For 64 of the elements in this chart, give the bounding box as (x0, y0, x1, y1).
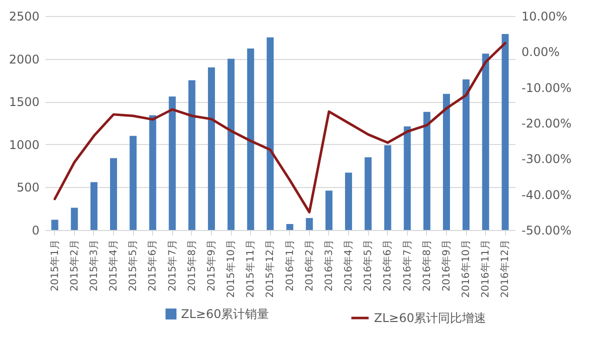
x-tick-label: 2016年1月 (284, 240, 296, 292)
x-tick-label: 2015年7月 (166, 240, 178, 292)
x-tick-label: 2016年2月 (303, 240, 316, 292)
line-series (54, 42, 506, 214)
bar (364, 157, 372, 230)
x-tick-label: 2016年5月 (362, 240, 374, 292)
bar (70, 208, 78, 230)
y2-tick-label: -30.00% (522, 152, 572, 166)
bar (168, 96, 176, 230)
y2-tick-label: -10.00% (522, 80, 572, 95)
bar (149, 115, 156, 230)
bar (208, 67, 215, 230)
x-tick-label: 2015年2月 (68, 240, 80, 292)
y-tick-label: 500 (16, 180, 40, 195)
legend-label: ZL≥60累计同比增速 (374, 311, 486, 325)
bar (51, 220, 58, 230)
y-tick-label: 1500 (8, 95, 40, 110)
x-tick-label: 2015年4月 (108, 240, 120, 292)
y2-tick-label: -40.00% (522, 188, 572, 202)
x-tick-label: 2016年12月 (499, 240, 512, 298)
bar (110, 158, 118, 230)
x-tick-label: 2016年8月 (420, 240, 433, 292)
bar (462, 79, 470, 230)
x-tick-label: 2016年3月 (322, 240, 335, 292)
x-tick-label: 2016年7月 (401, 240, 414, 292)
bar (130, 136, 137, 230)
x-tick-label: 2016年4月 (342, 240, 355, 292)
x-tick-label: 2015年1月 (48, 240, 61, 292)
x-tick-label: 2015年8月 (186, 240, 198, 292)
y2-tick-label: 0.00% (522, 45, 560, 60)
legend-label: ZL≥60累计销量 (181, 307, 270, 321)
x-tick-label: 2015年9月 (205, 240, 218, 292)
bar (266, 37, 274, 230)
bar (188, 80, 196, 230)
x-tick-label: 2015年11月 (244, 240, 257, 298)
bar (502, 34, 509, 230)
x-tick-label: 2015年3月 (88, 240, 100, 292)
bar (90, 182, 98, 230)
bar (247, 48, 254, 230)
y-tick-label: 2000 (8, 52, 40, 66)
bar (228, 58, 235, 230)
x-tick-label: 2016年9月 (440, 240, 452, 292)
bar (286, 224, 294, 230)
bar (404, 126, 411, 230)
x-tick-label: 2015年10月 (225, 240, 238, 298)
y-tick-label: 0 (32, 224, 40, 238)
x-tick-label: 2015年5月 (127, 240, 140, 292)
bar (325, 190, 332, 230)
bar (442, 94, 450, 230)
bar (482, 54, 490, 230)
bar (384, 145, 392, 230)
y-tick-label: 2500 (8, 10, 40, 24)
x-tick-label: 2016年10月 (460, 240, 472, 298)
x-tick-label: 2016年6月 (382, 240, 394, 292)
bar (345, 172, 352, 230)
bar (306, 218, 313, 230)
y2-tick-label: -20.00% (522, 116, 572, 130)
y2-tick-label: -50.00% (522, 224, 572, 238)
x-tick-label: 2015年6月 (146, 240, 159, 292)
bar (423, 112, 430, 230)
x-tick-label: 2015年12月 (264, 240, 276, 298)
x-tick-label: 2016年11月 (480, 240, 492, 298)
y2-tick-label: 10.00% (522, 10, 568, 24)
y-tick-label: 1000 (8, 138, 40, 152)
